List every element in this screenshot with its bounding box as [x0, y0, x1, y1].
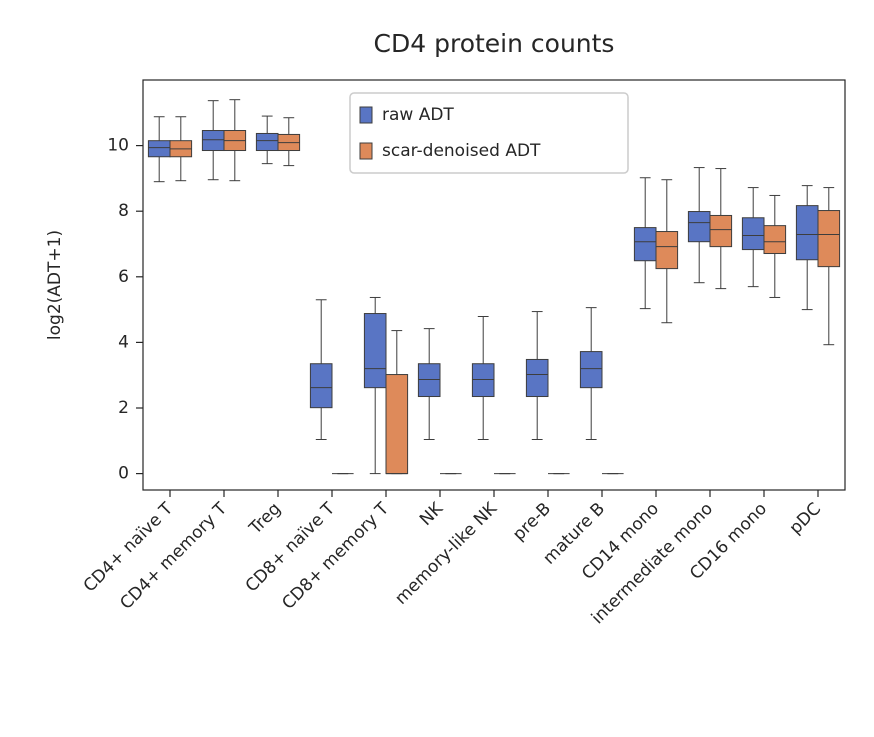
box	[147, 140, 171, 158]
y-tick-label: 2	[118, 398, 129, 418]
y-tick-label: 4	[118, 332, 129, 352]
box	[687, 211, 711, 243]
box	[201, 130, 225, 152]
legend: raw ADT scar-denoised ADT	[349, 92, 629, 174]
x-tick-label: memory-like NK	[391, 498, 501, 608]
y-tick-label: 8	[118, 201, 129, 221]
box	[817, 210, 841, 268]
box	[417, 363, 441, 398]
legend-frame	[349, 92, 629, 174]
box	[363, 313, 387, 389]
y-tick-label: 0	[118, 464, 129, 484]
y-tick-label: 10	[107, 136, 129, 156]
box	[655, 231, 679, 270]
box	[579, 351, 603, 389]
y-tick-label: 6	[118, 267, 129, 287]
box	[741, 217, 765, 251]
x-tick-label: pDC	[786, 499, 825, 538]
box	[795, 205, 819, 261]
box	[471, 363, 495, 398]
x-tick-label: CD4+ naïve T	[80, 499, 178, 597]
legend-swatch	[359, 142, 373, 160]
box	[255, 132, 279, 152]
legend-swatch	[359, 106, 373, 124]
box	[763, 225, 787, 255]
y-axis-label: log2(ADT+1)	[45, 230, 65, 340]
x-tick-label: pre-B	[509, 499, 555, 545]
chart-title: CD4 protein counts	[374, 29, 615, 58]
box	[385, 374, 409, 475]
x-tick-label: NK	[416, 498, 448, 530]
legend-label: scar-denoised ADT	[382, 141, 541, 161]
box	[309, 363, 333, 409]
box	[709, 214, 733, 248]
box	[525, 358, 549, 398]
x-tick-label: Treg	[245, 499, 285, 539]
legend-label: raw ADT	[382, 105, 454, 125]
box	[633, 227, 657, 262]
